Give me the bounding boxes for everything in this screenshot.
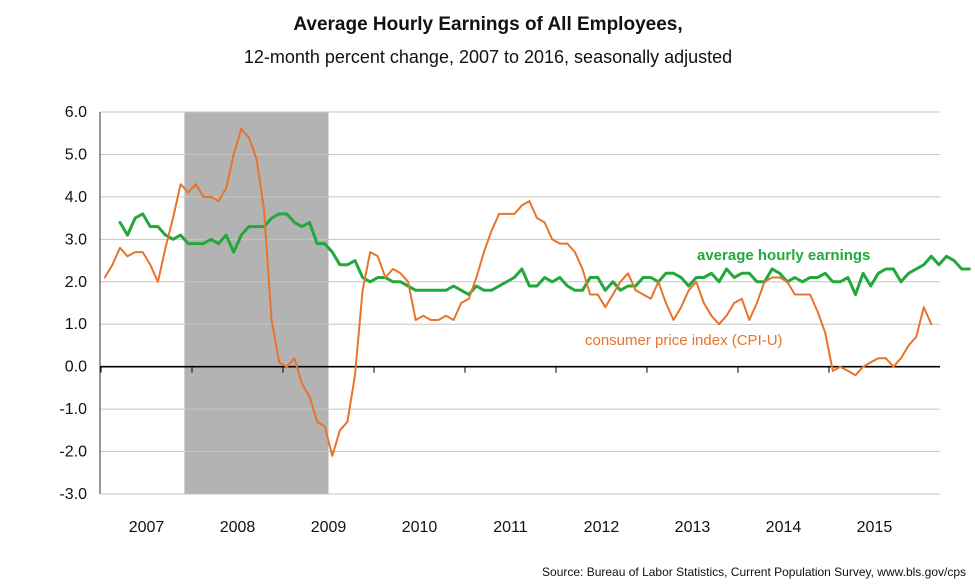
cpi-line xyxy=(103,128,933,457)
x-tick-label: 2012 xyxy=(584,519,620,536)
x-tick-label: 2008 xyxy=(220,519,256,536)
y-tick-label: 3.0 xyxy=(65,231,87,248)
x-tick-label: 2014 xyxy=(766,519,802,536)
x-tick-label: 2010 xyxy=(402,519,438,536)
earnings-line xyxy=(118,212,971,296)
x-tick-label: 2007 xyxy=(129,519,165,536)
chart-title: Average Hourly Earnings of All Employees… xyxy=(293,14,682,35)
cpi-series-label: consumer price index (CPI-U) xyxy=(585,332,783,349)
y-tick-label: 0.0 xyxy=(65,359,87,376)
plot-area: 6.0 5.0 4.0 3.0 2.0 1.0 0.0 -1.0 -2.0 -3.0 2007 200… xyxy=(59,104,971,536)
y-tick-label: -1.0 xyxy=(59,401,87,418)
x-tick-label: 2013 xyxy=(675,519,711,536)
y-tick-label: 6.0 xyxy=(65,104,87,121)
y-tick-label: 2.0 xyxy=(65,274,87,291)
earnings-series-label: average hourly earnings xyxy=(697,247,870,264)
y-tick-label: 4.0 xyxy=(65,189,87,206)
y-tick-label: 5.0 xyxy=(65,146,87,163)
x-tick-label: 2011 xyxy=(493,519,528,536)
recession-shading xyxy=(184,112,329,494)
y-tick-label: -3.0 xyxy=(59,486,87,503)
y-tick-label: -2.0 xyxy=(59,444,87,461)
chart-subtitle: 12-month percent change, 2007 to 2016, s… xyxy=(244,47,732,67)
y-tick-label: 1.0 xyxy=(65,316,87,333)
x-tick-label: 2009 xyxy=(311,519,347,536)
x-tick-label: 2015 xyxy=(857,519,893,536)
chart-source: Source: Bureau of Labor Statistics, Curr… xyxy=(542,565,966,579)
